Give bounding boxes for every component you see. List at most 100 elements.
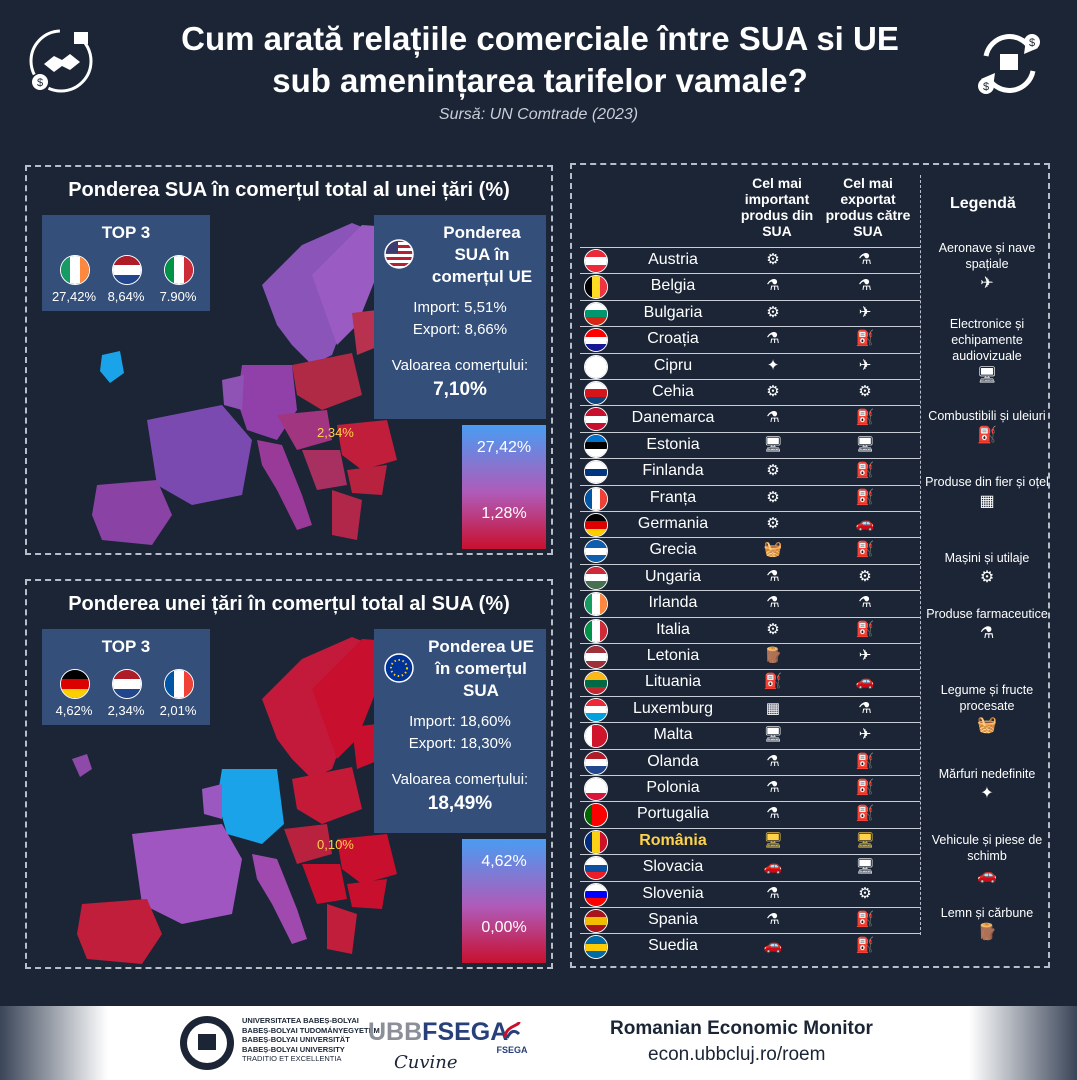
import-share: Import: 5,51% [413, 299, 507, 316]
eu-share-us-trade-box: Ponderea UE în comerțul SUA Import: 18,6… [374, 629, 546, 833]
country-flag-icon [584, 618, 608, 643]
import-product-icon: ⚗ [766, 594, 780, 612]
import-product-icon: 🖥 [763, 435, 783, 453]
univ-line: BABEȘ-BOLYAI TUDOMÁNYEGYETEM [242, 1025, 380, 1035]
import-product-icon: ✦ [766, 356, 780, 374]
table-row: Suedia 🚗 ⛽ [580, 933, 920, 960]
import-product-icon: 🧺 [763, 541, 783, 559]
export-product-icon: ⛽ [855, 805, 875, 823]
legend-item: Produse farmaceutice ⚗ [922, 606, 1052, 642]
info-title-1: Ponderea [443, 223, 521, 242]
country-flag-icon [584, 565, 608, 590]
export-product-icon: ⛽ [855, 541, 875, 559]
import-product-icon: ⚗ [766, 805, 780, 823]
import-product-icon: 🪵 [763, 647, 783, 664]
import-product-icon: 🖥 [763, 726, 783, 744]
country-flag-icon [584, 829, 608, 854]
country-name: Franța [649, 488, 697, 506]
export-product-icon: 🚗 [855, 515, 875, 532]
export-product-icon: ⛽ [855, 620, 875, 638]
table-row: Lituania ⛽ 🚗 [580, 669, 920, 696]
flag-germany [60, 669, 90, 699]
export-product-icon: ⚙ [858, 567, 872, 585]
table-row: Slovacia 🚗 🖥 [580, 854, 920, 881]
panel-us-share-in-country-trade: Ponderea SUA în comerțul total al unei ț… [25, 165, 553, 555]
eu-flag-icon [384, 653, 414, 683]
export-product-icon: ⚗ [858, 699, 872, 717]
scale-max: 4,62% [481, 853, 527, 870]
top3-value-2: 2,34% [107, 703, 145, 718]
col-export-line: produs către [825, 207, 911, 223]
country-name: Finlanda [642, 462, 704, 480]
country-flag-icon [584, 777, 608, 801]
country-name: Germania [637, 515, 709, 532]
export-product-icon: ⛽ [855, 330, 875, 348]
country-name: Slovacia [642, 858, 704, 876]
title-line-1: Cum arată relațiile comerciale între SUA… [181, 20, 899, 57]
table-row: Cehia ⚙ ⚙ [580, 379, 920, 405]
handshake-trade-icon: $ [29, 29, 93, 93]
header: $ Cum arată relațiile comerciale între S… [0, 0, 1077, 150]
country-flag-icon [584, 935, 608, 960]
import-product-icon: ⚙ [766, 251, 780, 268]
import-product-icon: ⛽ [763, 673, 783, 691]
panel-title: Ponderea unei țări în comerțul total al … [68, 593, 510, 615]
country-flag-icon [584, 671, 608, 696]
logo-fsega: FSEGA [422, 1018, 509, 1046]
svg-text:$: $ [1029, 37, 1035, 49]
table-row: Ungaria ⚗ ⚙ [580, 563, 920, 590]
table-row: Grecia 🧺 ⛽ [580, 537, 920, 564]
europe-map-country-share [72, 637, 397, 964]
col-import-line: SUA [762, 223, 792, 239]
col-export-line: SUA [853, 223, 883, 239]
country-name: Malta [653, 726, 693, 744]
country-flag-icon [584, 645, 608, 669]
export-product-icon: 🖥 [855, 858, 875, 876]
trade-value-label: Valoarea comerțului: [391, 771, 529, 788]
romania-value-tag: 0,10% [317, 837, 354, 852]
table-row: Slovenia ⚗ ⚙ [580, 880, 920, 907]
flag-france [164, 669, 194, 699]
monitor-title: Romanian Economic Monitor [610, 1018, 873, 1039]
country-flag-icon [584, 539, 608, 564]
table-row: Belgia ⚗ ⚗ [580, 273, 920, 300]
legend-label: Combustibili și uleiuri [928, 409, 1046, 423]
legend-icon: 🚗 [977, 867, 997, 884]
table-row: Bulgaria ⚙ ✈ [580, 299, 920, 326]
country-name: Slovenia [642, 884, 704, 902]
info-title-3: comerțul UE [431, 267, 533, 286]
import-product-icon: ⚙ [766, 515, 780, 532]
legend-label: Aeronave și nave spațiale [938, 241, 1036, 271]
country-name: Estonia [646, 435, 700, 453]
info-title-2: în comerțul [435, 659, 527, 678]
import-product-icon: ⚗ [766, 567, 780, 585]
table-row: Malta 🖥 ✈ [580, 722, 920, 749]
legend-label: Vehicule și piese de schimb [931, 833, 1043, 863]
info-title-3: SUA [463, 681, 499, 700]
country-name: Austria [648, 251, 698, 268]
export-product-icon: ⛽ [855, 462, 875, 480]
export-product-icon: 🖥 [855, 435, 875, 453]
import-share: Import: 18,60% [409, 713, 511, 730]
color-scale: 27,42% 1,28% [462, 425, 546, 549]
import-product-icon: 🚗 [763, 858, 783, 876]
import-product-icon: ⚗ [766, 277, 780, 295]
export-product-icon: ⛽ [855, 752, 875, 770]
country-flag-icon [584, 381, 608, 405]
flag-ireland [60, 255, 90, 285]
country-name: Lituania [644, 673, 702, 691]
country-flag-icon [584, 460, 608, 485]
col-header-export: Cel mai exportat produs către SUA [822, 175, 914, 239]
export-share: Export: 8,66% [412, 321, 508, 338]
legend-icon: ▦ [979, 493, 995, 510]
import-product-icon: ⚗ [766, 911, 780, 928]
table-row: Finlanda ⚙ ⛽ [580, 458, 920, 485]
page-title: Cum arată relațiile comerciale între SUA… [120, 18, 960, 102]
romania-value-tag: 2,34% [317, 425, 354, 440]
country-flag-icon [584, 592, 608, 617]
col-export-line: Cel mai [843, 175, 893, 191]
export-product-icon: ✈ [858, 726, 872, 744]
flag-italy [164, 255, 194, 285]
top3-value-1: 27,42% [51, 289, 97, 304]
legend-label: Legume și fructe procesate [940, 683, 1034, 713]
